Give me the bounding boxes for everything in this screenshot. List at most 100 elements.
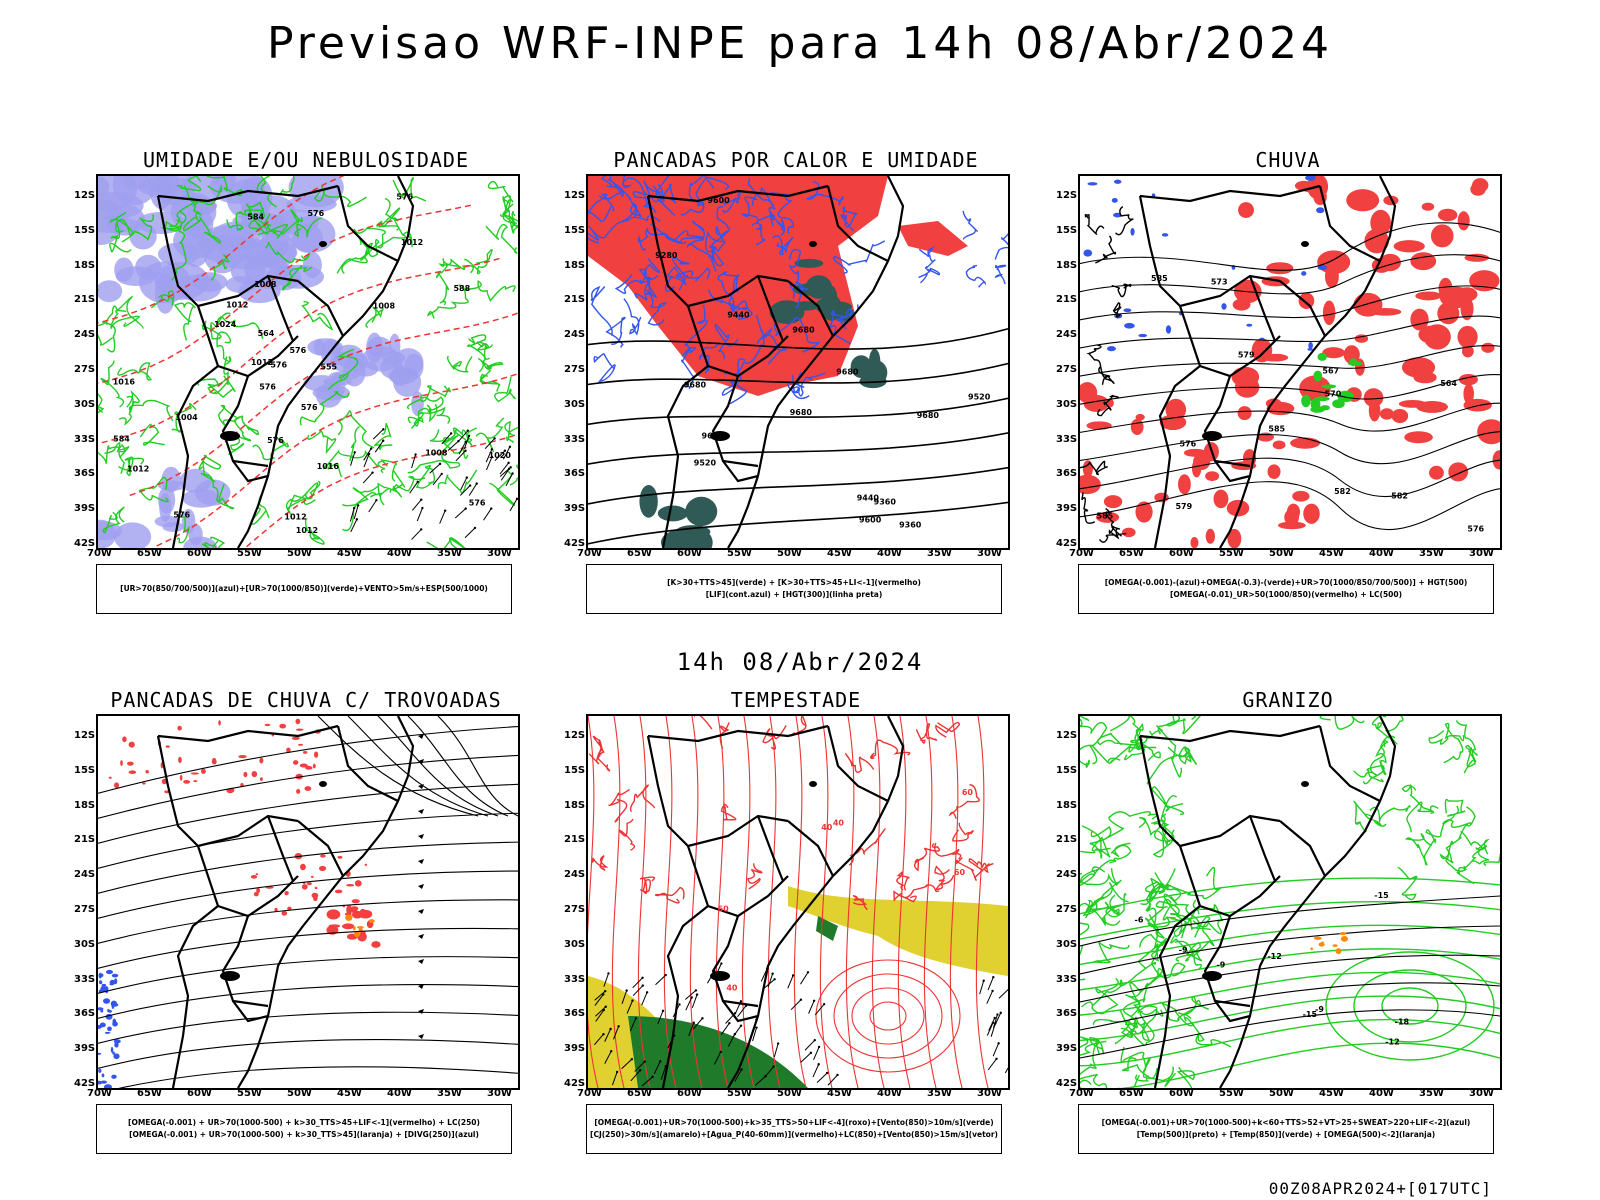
contour-label: 576 — [1467, 525, 1484, 534]
legend-box: [OMEGA(-0.001)+UR>70(1000-500)+k<60+TTS>… — [1078, 1104, 1494, 1154]
panel-title: CHUVA — [1255, 148, 1321, 172]
contour-label: 9680 — [836, 367, 859, 376]
y-tick-label: 36S — [1056, 468, 1078, 480]
y-tick-label: 33S — [564, 433, 586, 445]
contour-label: 60 — [718, 904, 730, 913]
map-borders — [1138, 176, 1397, 548]
x-tick-label: 40W — [1369, 1088, 1394, 1099]
contour-label: 576 — [289, 346, 306, 355]
y-tick-label: 21S — [1056, 834, 1078, 846]
contour-label: -15 — [1303, 1010, 1318, 1019]
contour-label: 9520 — [694, 459, 717, 468]
x-tick-label: 45W — [337, 1088, 362, 1099]
panel-pancadas-calor: PANCADAS POR CALOR E UMIDADE 9680 9680 9680… — [564, 148, 1010, 618]
map-plot — [96, 714, 520, 1090]
y-tick-label: 18S — [74, 799, 96, 811]
y-tick-label: 21S — [1056, 294, 1078, 306]
y-tick-label: 15S — [564, 764, 586, 776]
x-tick-label: 45W — [827, 548, 852, 559]
x-tick-label: 60W — [1169, 1088, 1194, 1099]
y-tick-label: 18S — [564, 259, 586, 271]
contour-labels: 585 585 585 582 582 579 579 576 576 573 570 567 564 — [1097, 274, 1485, 533]
contour-label: 60 — [962, 788, 974, 797]
contour-labels: 9680 9680 9680 9680 9680 9600 9600 9600 9520 9520… — [655, 196, 991, 530]
contour-label: -6 — [1135, 916, 1144, 925]
contour-label: 9680 — [917, 411, 940, 420]
contour-label: 1012 — [226, 301, 248, 310]
contour-label: 40 — [726, 984, 738, 993]
x-tick-label: 50W — [777, 1088, 802, 1099]
contour-label: 564 — [258, 329, 275, 338]
y-tick-label: 24S — [74, 869, 96, 881]
y-tick-label: 27S — [564, 364, 586, 375]
legend-line: [Temp(500)](preto) + [Temp(850)](verde) … — [1136, 1130, 1436, 1139]
coastline — [1219, 716, 1397, 1088]
x-tick-label: 65W — [137, 1088, 162, 1099]
contour-label: 9440 — [727, 310, 750, 319]
map-borders — [156, 176, 415, 548]
map-svg — [98, 716, 518, 1088]
x-tick-label: 40W — [877, 548, 902, 559]
x-tick-label: 55W — [727, 548, 752, 559]
contour-label: 567 — [1322, 367, 1339, 376]
map-svg: 585 585 585 582 582 579 579 576 576 573 570 567 564 — [1080, 176, 1500, 548]
contour-label: 1012 — [127, 464, 149, 473]
map-borders — [646, 176, 905, 548]
legend-line: [K>30+TTS>45](verde) + [K>30+TTS>45+LI<-… — [667, 578, 921, 587]
x-tick-label: 30W — [487, 1088, 512, 1099]
map-svg: 9680 9680 9680 9680 9680 9600 9600 9600 9520 9520… — [588, 176, 1008, 548]
y-tick-label: 36S — [74, 1008, 96, 1020]
y-tick-label: 15S — [74, 764, 96, 776]
contour-label: 9280 — [655, 251, 678, 260]
y-tick-label: 33S — [564, 973, 586, 985]
y-tick-label: 42S — [1056, 538, 1078, 549]
legend-box: [OMEGA(-0.001) + UR>70(1000-500) + k>30_… — [96, 1104, 512, 1154]
x-tick-label: 55W — [1219, 1088, 1244, 1099]
contour-label: -9 — [1216, 960, 1225, 969]
x-tick-label: 55W — [727, 1088, 752, 1099]
y-tick-label: 42S — [74, 1078, 96, 1089]
contour-label: 570 — [1325, 389, 1342, 398]
panel-title: UMIDADE E/OU NEBULOSIDADE — [142, 148, 470, 172]
x-tick-label: 70W — [577, 1088, 602, 1099]
contour-labels: -9 -9 -12 -12 -15 -15 -18 -6 -9 — [1135, 891, 1410, 1046]
x-tick-label: 45W — [1319, 548, 1344, 559]
contour-label: 576 — [307, 209, 324, 218]
y-tick-label: 30S — [74, 398, 96, 410]
y-tick-label: 42S — [564, 538, 586, 549]
contour-label: 60 — [954, 868, 966, 877]
contour-label: 1012 — [284, 512, 306, 521]
x-tick-label: 60W — [677, 548, 702, 559]
y-tick-label: 12S — [74, 730, 96, 741]
panel-title: PANCADAS POR CALOR E UMIDADE — [613, 148, 979, 172]
x-tick-label: 35W — [927, 1088, 952, 1099]
contour-label: 576 — [270, 360, 287, 369]
contour-label: 9360 — [899, 521, 922, 530]
contour-label: 584 — [113, 435, 130, 444]
x-tick-label: 65W — [1119, 548, 1144, 559]
panel-title: PANCADAS DE CHUVA C/ TROVOADAS — [110, 688, 502, 712]
y-tick-label: 42S — [74, 538, 96, 549]
contour-label: 585 — [1097, 512, 1114, 521]
x-tick-label: 70W — [1069, 1088, 1094, 1099]
x-tick-label: 70W — [577, 548, 602, 559]
contour-label: 9520 — [968, 393, 991, 402]
y-tick-label: 24S — [564, 329, 586, 341]
contour-label: 1012 — [251, 358, 273, 367]
y-tick-label: 12S — [1056, 190, 1078, 201]
y-tick-label: 36S — [1056, 1008, 1078, 1020]
contour-label: 573 — [1211, 277, 1228, 286]
x-tick-label: 35W — [1419, 548, 1444, 559]
map-plot: 9680 9680 9680 9680 9680 9600 9600 9600 9520 9520… — [586, 174, 1010, 550]
y-tick-label: 39S — [564, 1043, 586, 1055]
y-tick-label: 15S — [1056, 764, 1078, 776]
contour-label: 584 — [247, 212, 264, 221]
x-tick-label: 45W — [827, 1088, 852, 1099]
y-tick-label: 27S — [1056, 904, 1078, 915]
y-tick-label: 24S — [74, 329, 96, 341]
contour-label: 1016 — [317, 462, 340, 471]
x-tick-label: 45W — [1319, 1088, 1344, 1099]
contour-label: 585 — [1268, 425, 1285, 434]
legend-line: [OMEGA(-0.01)_UR>50(1000/850)(vermelho) … — [1169, 590, 1403, 599]
x-tick-label: 60W — [187, 548, 212, 559]
